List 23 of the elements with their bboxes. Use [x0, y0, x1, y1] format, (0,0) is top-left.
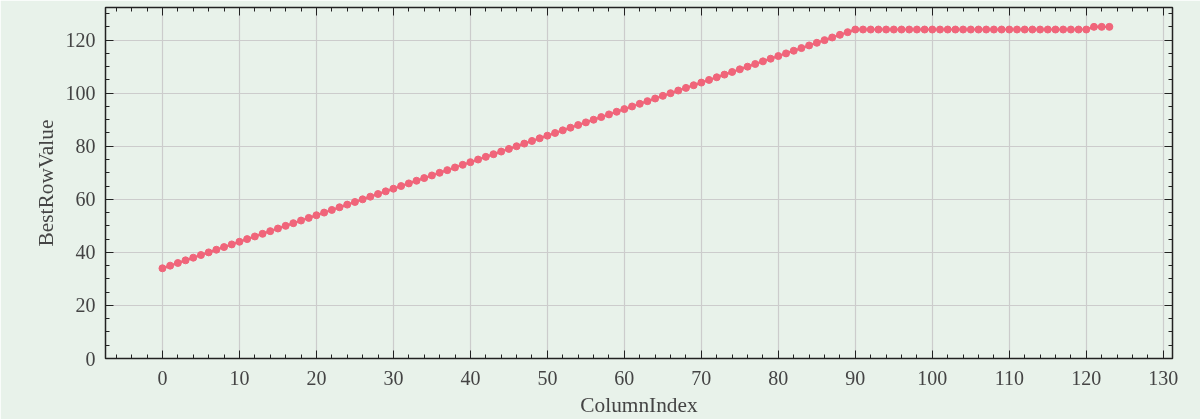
y-tick-label: 40: [75, 241, 96, 264]
y-tick-label: 80: [75, 135, 96, 158]
x-tick-label: 10: [229, 366, 250, 389]
x-tick-label: 100: [917, 366, 948, 389]
x-tick-label: 70: [691, 366, 712, 389]
x-tick-label: 80: [768, 366, 789, 389]
x-axis-title: ColumnIndex: [580, 392, 698, 417]
x-tick-label: 50: [537, 366, 558, 389]
y-tick-label: 120: [65, 29, 96, 52]
y-axis-title: BestRowValue: [33, 119, 58, 247]
x-tick-label: 30: [383, 366, 404, 389]
y-tick-label: 0: [85, 347, 96, 370]
x-tick-label: 60: [614, 366, 635, 389]
x-tick-label: 120: [1071, 366, 1102, 389]
y-tick-label: 20: [75, 294, 96, 317]
y-tick-label: 100: [65, 82, 96, 105]
x-tick-label: 20: [306, 366, 327, 389]
x-tick-label: 90: [845, 366, 866, 389]
x-tick-label: 110: [994, 366, 1024, 389]
x-tick-label: 0: [157, 366, 168, 389]
x-tick-label: 130: [1148, 366, 1179, 389]
x-tick-label: 40: [460, 366, 481, 389]
y-tick-label: 60: [75, 188, 96, 211]
